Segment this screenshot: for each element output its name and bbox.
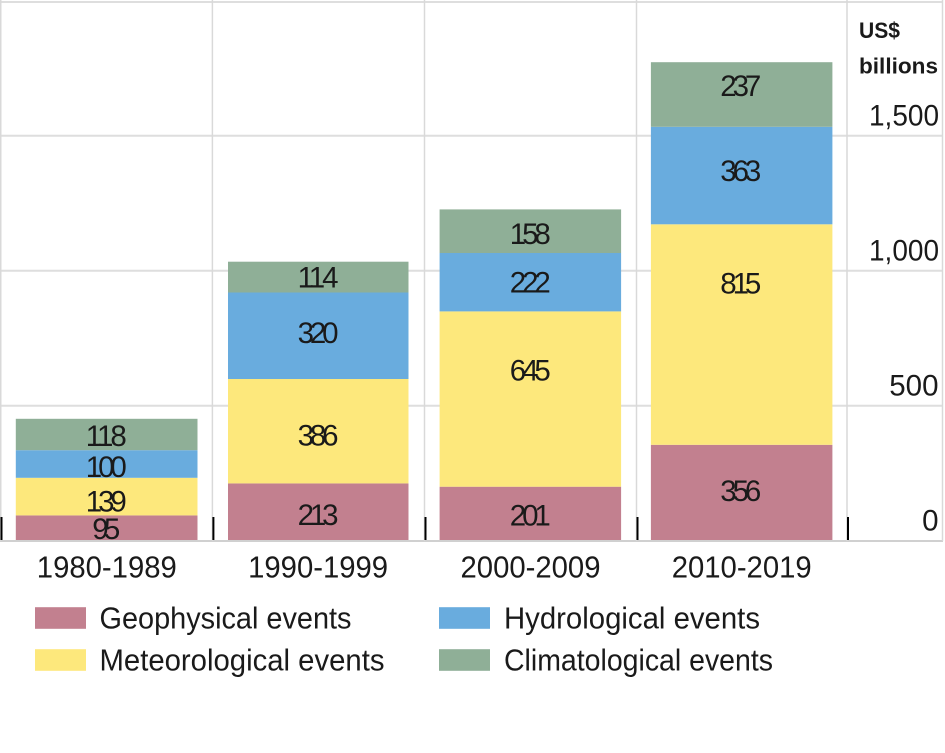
svg-text:1,500: 1,500	[869, 99, 939, 132]
svg-text:201: 201	[510, 500, 551, 533]
svg-text:158: 158	[510, 218, 551, 251]
svg-text:1980-1989: 1980-1989	[37, 549, 177, 584]
svg-text:2000-2009: 2000-2009	[461, 549, 601, 584]
svg-text:Meteorological events: Meteorological events	[100, 642, 385, 677]
svg-text:1,000: 1,000	[869, 234, 939, 267]
svg-text:100: 100	[86, 451, 127, 484]
svg-text:0: 0	[922, 504, 938, 537]
svg-text:237: 237	[720, 70, 761, 103]
svg-text:118: 118	[86, 420, 127, 453]
svg-text:356: 356	[720, 475, 761, 508]
svg-text:Geophysical events: Geophysical events	[100, 600, 352, 635]
svg-text:139: 139	[86, 485, 127, 518]
svg-text:114: 114	[298, 262, 339, 295]
svg-text:222: 222	[510, 267, 551, 300]
svg-text:Climatological events: Climatological events	[504, 642, 773, 677]
svg-text:Hydrological events: Hydrological events	[504, 600, 760, 635]
svg-text:US$: US$	[859, 18, 900, 43]
svg-text:320: 320	[298, 317, 339, 350]
svg-text:95: 95	[92, 513, 120, 546]
svg-text:213: 213	[298, 499, 339, 532]
svg-text:2010-2019: 2010-2019	[672, 549, 812, 584]
svg-text:645: 645	[510, 355, 551, 388]
svg-text:500: 500	[889, 369, 938, 402]
svg-text:815: 815	[720, 268, 761, 301]
svg-text:386: 386	[298, 419, 339, 452]
svg-text:1990-1999: 1990-1999	[248, 549, 388, 584]
svg-text:363: 363	[720, 155, 761, 188]
svg-text:billions: billions	[859, 53, 938, 78]
